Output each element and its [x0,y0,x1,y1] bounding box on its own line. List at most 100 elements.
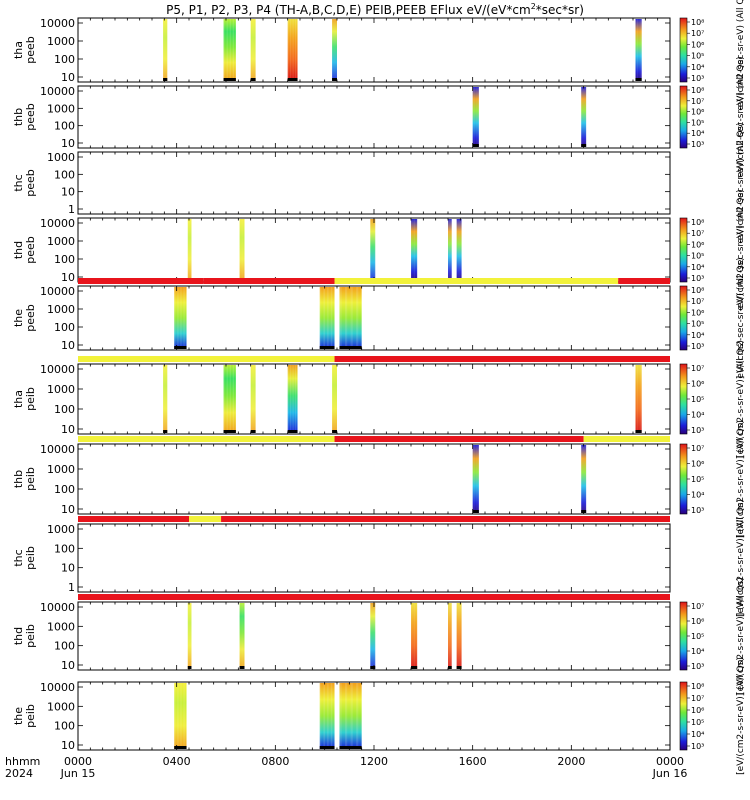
spectrogram-texture-stripe [372,603,374,669]
spectrogram-texture-stripe [190,219,192,281]
colorbar-tick-label: 10⁸ [691,218,704,227]
colorbar-tick-label: 10⁴ [691,331,704,340]
y-tick-label: 10 [61,659,75,672]
colorbar-tick-label: 10⁴ [691,491,704,500]
quality-flag-segment [78,436,335,442]
plot-title-superscript: 2 [531,2,536,11]
colorbar-tick-label: 10⁸ [691,18,704,27]
spectrogram-interval [287,365,298,433]
spectrogram-texture-stripe [345,287,348,349]
spectrogram-texture-stripe [477,87,479,147]
colorbar-tick-label: 10⁸ [691,286,704,295]
spectrogram-texture-stripe [414,219,416,281]
colorbar-tick-label: 10⁶ [691,240,704,249]
colorbar-tick-label: 10⁶ [691,617,704,626]
spectrogram-texture-stripe [459,603,461,669]
spectrogram-texture-stripe [330,287,333,349]
spectrogram-texture-stripe [253,365,255,433]
panel-probe-label: the [12,707,25,725]
spectrogram-texture-stripe [339,683,342,749]
colorbar-title-suffix: (All Qs) [736,0,746,25]
y-tick-label: 100 [54,53,75,66]
spectrogram-texture-stripe [229,19,231,81]
colorbar-tick-label: 10³ [691,74,704,83]
colorbar-title-units: eV/(cm2-sec-sr-eV) [736,92,746,178]
spectrogram-texture-stripe [189,219,191,281]
colorbar-tick-label: 10⁶ [691,380,704,389]
spectrogram-interval [581,87,587,147]
spectrogram-texture-stripe [187,603,189,669]
spectrogram-texture-stripe [251,365,253,433]
spectrogram-data-marker [163,430,168,433]
spectrogram-texture-stripe [163,19,165,81]
colorbar-tick-label: 10⁶ [691,108,704,117]
spectrogram-data-marker [472,510,479,513]
spectrogram-data-marker [163,78,168,81]
spectrogram-texture-stripe [456,603,458,669]
y-tick-label: 1000 [47,620,75,633]
panel-probe-label: thc [12,549,25,566]
panel-thc-peib: 1000 100 10 1 thc peib [eV/(cm2-s-sr-eV)] (All… [12,499,746,617]
colorbar-tick-label: 10⁷ [691,229,704,238]
colorbar-tick-label: 10⁴ [691,730,704,739]
quality-flag-segment [78,278,204,284]
y-tick-label: 1 [68,203,75,216]
spectrogram-data-marker [174,746,187,749]
spectrogram-interval [411,603,418,669]
panel-species-label: peib [24,546,37,570]
spectrogram-data-marker [635,78,642,81]
spectrogram-texture-stripe [581,445,583,513]
spectrogram-interval [174,287,187,349]
spectrogram-texture-stripe [251,19,253,81]
panel-the-peib: 10000 1000 100 10 the peib 10⁸ 10⁷ 10⁶ 10⁵ 10⁴ 10³ [… [12,657,746,775]
spectrogram-texture-stripe [226,365,228,433]
colorbar-tick-label: 10⁶ [691,706,704,715]
colorbar-title-suffix: (All Qs) [736,340,746,376]
spectrogram-texture-stripe [638,365,640,433]
spectrogram-texture-stripe [183,683,185,749]
colorbar-tick-label: 10⁷ [691,297,704,306]
colorbar-title-suffix: (All Qs) [736,420,746,456]
spectrogram-texture-stripe [174,287,176,349]
spectrogram-texture-stripe [250,365,252,433]
y-tick-label: 10000 [40,285,75,298]
colorbar-title-suffix: (All Qs) [736,577,746,613]
colorbar-tick-label: 10⁵ [691,475,704,484]
spectrogram-texture-stripe [239,219,241,281]
time-axis: hhmm 2024 0000 0400 0800 1200 1600 2000 0000 J… [5,755,687,780]
spectrogram-texture-stripe [232,19,235,81]
spectrogram-data-marker [332,78,337,81]
colorbar-title-units: [eV/(cm2-s-sr-eV)] [736,376,746,458]
panel-tha-peeb: 10000 1000 100 10 tha peeb 10⁸ 10⁷ 10⁶ 10⁵ 10⁴ 10³ e… [12,0,746,111]
spectrogram-texture-stripe [370,603,372,669]
colorbar-tick-label: 10⁴ [691,263,704,272]
spectrogram-texture-stripe [582,87,584,147]
spectrogram-texture-stripe [183,287,185,349]
colorbar-tick-label: 10⁵ [691,320,704,329]
spectrogram-texture-stripe [334,365,336,433]
spectrogram-texture-stripe [638,19,640,81]
spectrogram-interval [287,19,298,81]
colorbar-tick-label: 10³ [691,140,704,149]
spectrogram-data-marker [187,666,192,669]
spectrogram-texture-stripe [290,19,292,81]
colorbar [679,363,688,435]
y-tick-label: 10 [61,739,75,752]
panel-the-peeb: 10000 1000 100 10 the peeb 10⁸ 10⁷ 10⁶ 10⁵ 10⁴ 10³ e… [12,257,746,378]
spectrogram-texture-stripe [414,603,416,669]
spectrogram-texture-stripe [187,219,189,281]
colorbar-title: [eV/(cm2-s-sr-eV)] (All Qs) [736,657,746,775]
spectrogram-texture-stripe [188,603,190,669]
colorbar [679,17,688,83]
spectrogram-texture-stripe [415,603,417,669]
spectrogram-interval [250,19,256,81]
y-tick-label: 10 [61,186,75,199]
spectrogram-texture-stripe [374,603,375,669]
spectrogram-interval [339,287,362,349]
y-tick-label: 10 [61,71,75,84]
colorbar-title-suffix: (All Qs) [736,189,746,225]
spectrogram-texture-stripe [474,87,476,147]
spectrogram-texture-stripe [411,219,412,281]
colorbar-title-suffix: (All Qs) [736,499,746,535]
